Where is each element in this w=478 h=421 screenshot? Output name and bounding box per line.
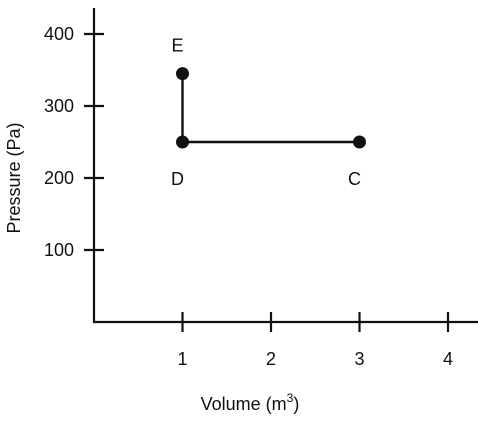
axes: [92, 8, 478, 324]
x-tick-label-2: 2: [266, 349, 276, 369]
x-axis-title: Volume (m3): [201, 391, 300, 414]
x-tick-label-3: 3: [354, 349, 364, 369]
y-tick-label-300: 300: [44, 96, 74, 116]
point-label-d: D: [171, 169, 184, 189]
x-tick-label-4: 4: [443, 349, 453, 369]
y-axis-ticks: 100 200 300 400: [44, 24, 104, 260]
y-tick-label-400: 400: [44, 24, 74, 44]
x-axis-title-text: Volume (m: [201, 394, 287, 414]
point-labels: E D C: [171, 36, 361, 189]
point-d: [176, 135, 189, 149]
data-points: [176, 67, 366, 149]
y-axis-title: Pressure (Pa): [4, 122, 24, 233]
point-label-e: E: [171, 36, 183, 56]
series-path: [181, 73, 360, 144]
x-axis-title-end: ): [293, 394, 299, 414]
x-axis-ticks: 1 2 3 4: [177, 312, 453, 369]
y-tick-label-100: 100: [44, 240, 74, 260]
point-label-c: C: [348, 169, 361, 189]
x-tick-label-1: 1: [177, 349, 187, 369]
x-axis-title-superscript: 3: [287, 391, 294, 405]
y-tick-label-200: 200: [44, 168, 74, 188]
point-c: [353, 135, 366, 149]
point-e: [176, 67, 189, 81]
